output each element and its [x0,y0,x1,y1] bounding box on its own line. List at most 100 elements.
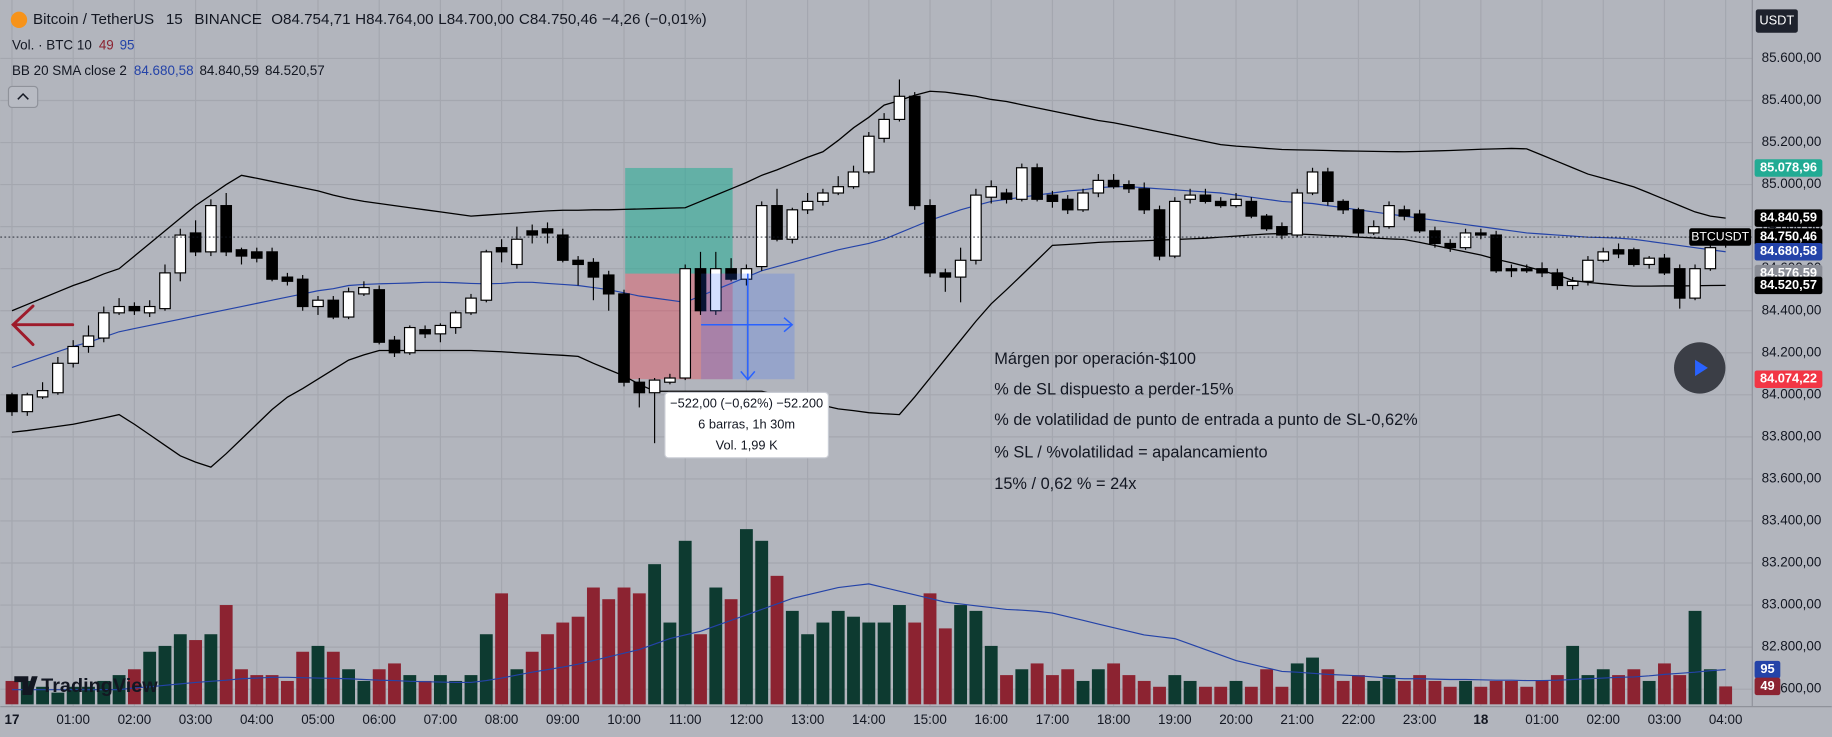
volume-bar [1505,680,1518,705]
volume-bar [1596,669,1610,705]
volume-bar [571,616,585,705]
collapse-button-box[interactable] [7,85,39,109]
candle-body [296,278,309,308]
volume-bar [847,616,860,705]
logo: TradingView [14,675,158,697]
candle-body [82,335,95,348]
collapse-icon[interactable] [17,92,29,100]
volume-bar [617,587,631,705]
candle-body [709,268,722,312]
y-tick-label: 85.600,00 [1762,50,1822,65]
candle-body [97,312,110,339]
currency[interactable]: USDT [1759,12,1794,27]
currency-box[interactable] [1755,9,1798,33]
candle-body [878,118,890,139]
x-tick-label: 04:00 [240,712,274,727]
candle-body [6,394,18,413]
candle-body [1367,226,1380,234]
x-tick-label: 01:00 [56,712,90,727]
volume-bar [1535,680,1549,705]
candle-body [633,381,646,394]
volume-bar [235,669,248,705]
candle-body [434,324,447,335]
volume-bar [1489,680,1503,705]
volume-bar [1658,663,1671,705]
volume-bar [801,634,815,705]
candle-body [1704,247,1717,270]
volume-bar [586,587,600,705]
candle-body [1628,249,1640,266]
volume-bar [739,529,753,705]
candle-body [1597,251,1610,261]
candle-body [893,95,906,120]
candle-body [235,249,248,257]
candle-body [312,299,324,308]
volume-bar [388,663,401,705]
take-profit-zone [625,167,733,274]
y-tick-label: 83.000,00 [1762,597,1822,612]
candle-body [602,274,615,295]
volume-bar [372,669,386,705]
volume-bar [709,587,723,705]
volume-bar [648,564,662,705]
bb-upper [11,90,1726,312]
candle-body [786,209,799,240]
volume-bar [280,680,294,705]
candle-body [128,305,141,312]
candle-body [1582,259,1594,282]
volume-bar [1015,669,1029,705]
y-tick-label: 83.600,00 [1762,470,1822,485]
candle-body [1276,226,1288,236]
volume-bar [556,622,570,705]
candle-body [1444,242,1457,249]
candle-body [327,299,340,318]
volume-bar [1581,675,1595,705]
candle-body [1107,179,1120,188]
volume-bar [1520,686,1534,705]
volume-bar [479,634,493,705]
volume-bar [173,634,187,705]
measure-text: 6 barras, 1h 30m [698,417,795,432]
measure-tooltip [664,391,829,459]
x-tick-label: 18 [1473,712,1488,727]
candle-body [1658,257,1671,274]
volume-bar [143,651,157,705]
x-tick-label: 02:00 [118,712,152,727]
candle-body [21,394,34,413]
candle-body [832,186,845,194]
candle-body [970,194,982,261]
x-tick-label: 17:00 [1036,712,1070,727]
volume-bar [1550,675,1564,705]
candle-body [1061,198,1074,211]
x-tick-label: 12:00 [730,712,764,727]
exchange: BINANCE [194,11,261,28]
collapse-button[interactable] [7,85,39,109]
candle-body [1153,209,1166,257]
volume-bar [1474,686,1488,705]
header-line: Bitcoin / TetherUS 15 BINANCE O84.754,71 H84… [33,11,707,28]
volume-bar [97,680,111,705]
volume-bar [1673,675,1687,705]
volume-bar [1443,686,1457,705]
volume-bar [770,575,784,705]
candle-body [556,234,569,261]
bb-legend-value: 84.520,57 [265,63,325,78]
volume-bar [525,651,539,705]
candle-body [1184,194,1196,200]
price-label: 84.840,59 [1760,209,1817,224]
volume-bar [877,622,891,705]
candle-body [862,135,875,173]
candle-body [1689,268,1701,299]
candle-body [1168,200,1181,257]
x-tick-label: 18:00 [1097,712,1131,727]
volume-bar [816,622,830,705]
play-icon[interactable] [1695,359,1708,377]
volume-bar [602,599,616,705]
volume-legend-value: 95 [120,37,135,52]
candle-body [1123,184,1135,190]
x-tick-label: 05:00 [301,712,335,727]
volume-bar [632,593,646,705]
x-tick-label: 15:00 [913,712,947,727]
play-button[interactable] [1674,342,1726,394]
